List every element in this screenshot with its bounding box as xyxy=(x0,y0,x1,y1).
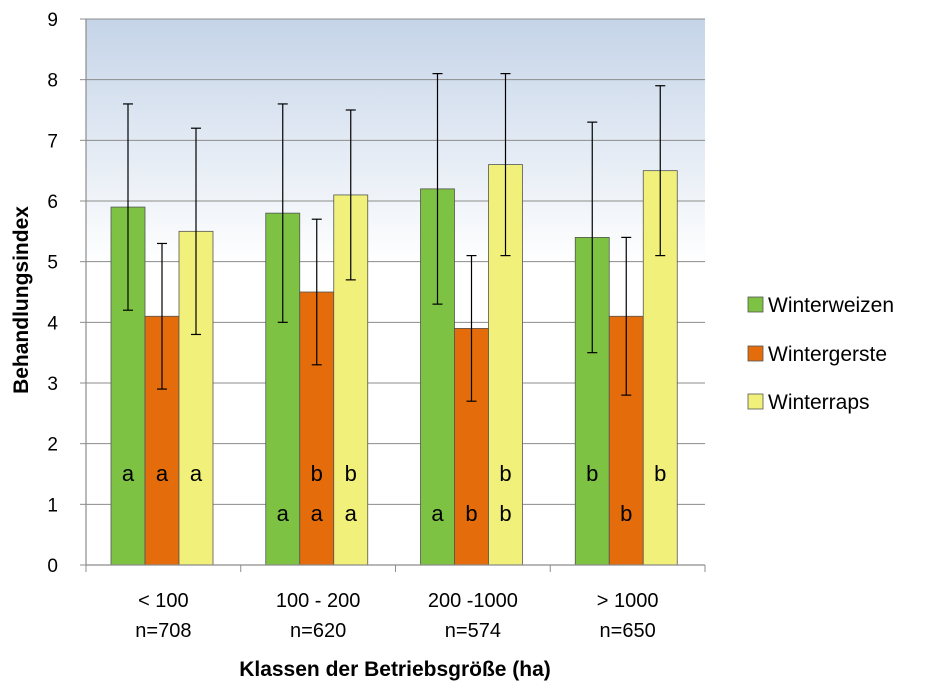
x-category-n-label: n=620 xyxy=(290,620,346,642)
axes xyxy=(85,19,706,572)
x-category-label: 200 -1000 xyxy=(428,590,518,612)
significance-letter: a xyxy=(277,501,290,526)
significance-letter: a xyxy=(345,501,358,526)
bar xyxy=(574,236,610,566)
error-bars xyxy=(123,72,666,402)
significance-letter: b xyxy=(345,461,357,486)
y-tick-label: 3 xyxy=(47,374,58,395)
y-tick-label: 6 xyxy=(47,192,58,213)
bar xyxy=(488,164,523,566)
significance-letter: b xyxy=(465,501,477,526)
y-axis-title: Behandlungsindex xyxy=(10,206,33,394)
x-category-labels: < 100 n=708 100 - 200 n=620 200 -1000 n=574 > … xyxy=(135,590,658,642)
y-tick-labels: 0 1 2 3 4 5 6 7 8 9 xyxy=(47,10,58,577)
significance-letter: a xyxy=(122,461,135,486)
x-category-label: > 1000 xyxy=(597,590,659,612)
significance-letter: a xyxy=(190,461,203,486)
significance-letter: a xyxy=(156,461,169,486)
y-tick-label: 2 xyxy=(47,435,58,456)
x-axis-title: Klassen der Betriebsgröße (ha) xyxy=(239,658,551,681)
legend-swatch xyxy=(747,296,764,313)
significance-letter: b xyxy=(620,501,632,526)
significance-letter: b xyxy=(311,461,323,486)
significance-letter: a xyxy=(311,501,324,526)
y-tick-label: 4 xyxy=(47,313,58,334)
x-category-label: < 100 xyxy=(138,590,189,612)
x-category-n-label: n=708 xyxy=(135,620,191,642)
y-tick-label: 8 xyxy=(47,71,58,92)
legend-label: Wintergerste xyxy=(768,343,887,366)
legend-swatch xyxy=(747,393,764,410)
legend: Winterweizen Wintergerste Winterraps xyxy=(747,294,894,414)
x-category-n-label: n=650 xyxy=(600,620,656,642)
y-tick-label: 5 xyxy=(47,253,58,274)
y-tick-label: 0 xyxy=(47,556,58,577)
legend-swatch xyxy=(747,345,764,362)
y-tick-label: 9 xyxy=(47,10,58,31)
y-tick-label: 7 xyxy=(47,131,58,152)
significance-letter: b xyxy=(586,461,598,486)
x-category-n-label: n=574 xyxy=(445,620,501,642)
significance-letter: b xyxy=(499,501,511,526)
legend-label: Winterweizen xyxy=(768,294,894,317)
significance-letter: b xyxy=(499,461,511,486)
legend-label: Winterraps xyxy=(768,391,870,414)
y-tick-label: 1 xyxy=(47,495,58,516)
significance-letter: a xyxy=(431,501,444,526)
significance-letter: b xyxy=(654,461,666,486)
x-category-label: 100 - 200 xyxy=(276,590,361,612)
